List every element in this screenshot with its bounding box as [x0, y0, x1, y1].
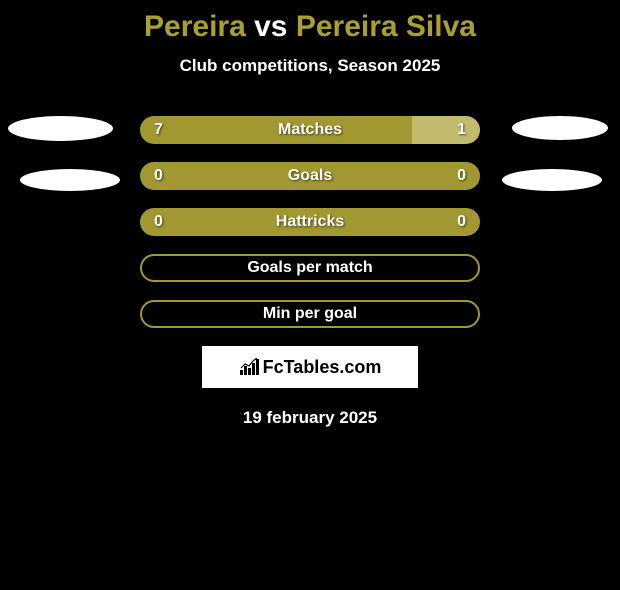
bar-label: Matches — [278, 121, 342, 139]
stats-container: 7 1 Matches 0 0 Goals 0 0 Hattricks Goals per mat… — [140, 116, 480, 328]
stat-row: 7 1 Matches — [140, 116, 480, 144]
bar-left-value: 0 — [154, 167, 163, 185]
stat-row: 0 0 Hattricks — [140, 208, 480, 236]
logo-box: FcTables.com — [202, 346, 418, 388]
title-vs: vs — [246, 10, 296, 43]
bar-left-value: 7 — [154, 121, 163, 139]
title-player-1: Pereira — [144, 10, 246, 43]
title-player-2: Pereira Silva — [296, 10, 476, 43]
bar-label: Hattricks — [276, 213, 344, 231]
bar-right-value: 1 — [457, 121, 466, 139]
content-area: 7 1 Matches 0 0 Goals 0 0 Hattricks Goals per mat… — [0, 116, 620, 328]
bar-segment-right — [412, 116, 480, 144]
stat-row: Min per goal — [140, 300, 480, 328]
stat-row: 0 0 Goals — [140, 162, 480, 190]
bar-right-value: 0 — [457, 167, 466, 185]
bar-label: Goals per match — [247, 259, 372, 277]
bar-label: Min per goal — [263, 305, 357, 323]
bar-label: Goals — [288, 167, 332, 185]
avatar-right-1 — [512, 116, 608, 140]
logo-text: FcTables.com — [263, 357, 382, 378]
stat-row: Goals per match — [140, 254, 480, 282]
chart-icon — [239, 358, 261, 376]
avatar-left-2 — [20, 169, 120, 191]
bar-left-value: 0 — [154, 213, 163, 231]
bar-segment-left — [140, 162, 310, 190]
page-title: Pereira vs Pereira Silva — [0, 10, 620, 44]
footer-date: 19 february 2025 — [0, 408, 620, 428]
bar-segment-left — [140, 116, 412, 144]
bar-segment-right — [310, 162, 480, 190]
bar-right-value: 0 — [457, 213, 466, 231]
avatar-left-1 — [8, 116, 113, 141]
subtitle: Club competitions, Season 2025 — [0, 56, 620, 76]
avatar-right-2 — [502, 169, 602, 191]
